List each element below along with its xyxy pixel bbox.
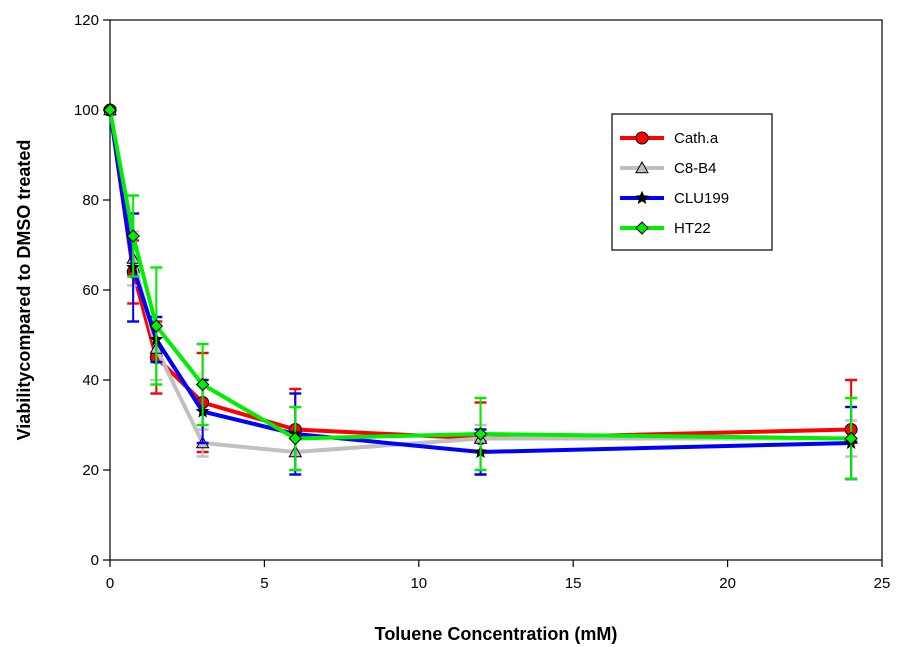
y-tick-label: 40	[82, 372, 99, 389]
x-tick-label: 10	[410, 575, 427, 592]
data-point	[844, 431, 858, 446]
x-axis-title: Toluene Concentration (mM)	[375, 624, 618, 644]
y-axis-title: Viabilitycompared to DMSO treated	[14, 140, 34, 441]
data-point	[103, 103, 117, 117]
x-tick-label: 20	[719, 575, 736, 592]
plot-border	[109, 19, 883, 561]
data-point	[195, 377, 210, 392]
x-axis: 0 5 10 15 20 25	[106, 560, 891, 592]
y-tick-label: 120	[74, 12, 99, 29]
data-point	[635, 190, 649, 204]
x-tick-label: 15	[565, 575, 582, 592]
y-tick-label: 100	[74, 102, 99, 119]
legend-item: Cath.a	[620, 130, 719, 147]
y-tick-label: 20	[82, 462, 99, 479]
x-tick-label: 5	[260, 575, 268, 592]
plot-area	[109, 19, 883, 561]
legend-label: CLU199	[674, 190, 729, 207]
x-tick-label: 0	[106, 575, 114, 592]
series-layer	[103, 102, 859, 481]
legend-label: C8-B4	[674, 160, 717, 177]
legend-item: C8-B4	[620, 160, 717, 177]
y-tick-label: 60	[82, 282, 99, 299]
legend-label: HT22	[674, 220, 711, 237]
data-point	[635, 160, 649, 174]
x-tick-label: 25	[874, 575, 891, 592]
y-axis: 0 20 40 60 80 100 120	[74, 12, 110, 569]
data-point	[288, 431, 302, 446]
legend-item: HT22	[620, 220, 711, 237]
legend-item: CLU199	[620, 190, 729, 207]
data-point	[126, 229, 140, 243]
y-tick-label: 0	[91, 552, 99, 569]
data-point	[149, 319, 164, 333]
data-point	[635, 131, 649, 145]
data-point	[635, 221, 649, 235]
legend: Cath.a C8-B4 CLU199 HT22	[611, 113, 773, 251]
series-ht22	[103, 103, 858, 481]
y-tick-label: 80	[82, 192, 99, 209]
data-point	[473, 427, 488, 441]
legend-label: Cath.a	[674, 130, 719, 147]
